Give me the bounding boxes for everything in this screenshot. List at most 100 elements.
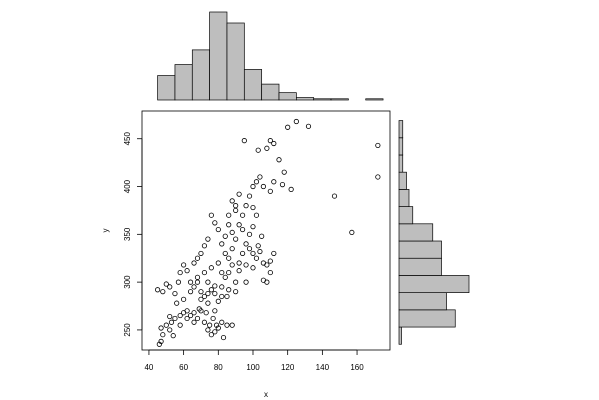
- point: [175, 279, 182, 285]
- histogram-bar: [398, 275, 470, 293]
- point: [222, 274, 228, 280]
- point: [375, 142, 381, 149]
- point: [155, 287, 161, 293]
- point: [239, 226, 246, 233]
- point: [201, 269, 208, 276]
- point: [226, 269, 232, 276]
- y-tick-label: 450: [123, 132, 132, 146]
- histogram-bar: [313, 98, 332, 101]
- histogram-bar: [330, 98, 349, 101]
- point: [215, 260, 221, 266]
- point: [194, 255, 201, 261]
- point: [198, 289, 204, 295]
- point: [219, 293, 225, 300]
- histogram-bar: [157, 75, 176, 101]
- point: [253, 255, 260, 261]
- point: [177, 312, 183, 319]
- point: [260, 277, 266, 283]
- point: [203, 310, 209, 316]
- point: [219, 319, 225, 325]
- point: [239, 250, 246, 257]
- point: [172, 290, 178, 297]
- histogram-bar: [398, 223, 434, 242]
- point: [215, 226, 221, 233]
- point: [253, 179, 260, 185]
- histogram-bar: [365, 98, 384, 101]
- point: [257, 248, 263, 255]
- point: [158, 338, 164, 344]
- point: [250, 183, 256, 190]
- histogram-bar: [398, 189, 410, 207]
- point: [187, 279, 194, 285]
- point: [215, 325, 221, 331]
- point: [236, 268, 242, 274]
- x-tick-label: 80: [214, 363, 223, 372]
- point: [267, 138, 273, 144]
- histogram-bar: [398, 171, 407, 190]
- point: [229, 322, 235, 328]
- point: [212, 220, 218, 226]
- point: [191, 310, 197, 316]
- point: [220, 334, 227, 341]
- point: [236, 191, 242, 197]
- point: [305, 123, 312, 129]
- point: [208, 212, 214, 218]
- point: [349, 229, 355, 236]
- point: [198, 250, 204, 257]
- point: [174, 300, 180, 306]
- point: [201, 243, 208, 249]
- point: [375, 174, 381, 180]
- histogram-bar: [398, 309, 456, 328]
- point: [293, 118, 299, 125]
- point: [201, 319, 208, 325]
- point: [267, 188, 273, 194]
- point: [246, 193, 253, 199]
- point: [260, 183, 266, 190]
- point: [201, 293, 208, 300]
- x-tick-label: 60: [179, 363, 188, 372]
- point: [205, 279, 211, 285]
- point: [167, 313, 173, 320]
- point: [212, 308, 218, 314]
- point: [250, 204, 256, 211]
- point: [246, 246, 253, 252]
- point: [259, 233, 265, 239]
- point: [196, 306, 202, 312]
- point: [246, 231, 253, 237]
- point: [187, 312, 194, 319]
- point: [236, 222, 242, 228]
- point: [212, 329, 218, 335]
- point: [229, 262, 235, 268]
- histogram-bar: [398, 120, 404, 139]
- histogram-bar: [398, 326, 402, 345]
- point: [253, 212, 260, 218]
- point: [163, 322, 169, 328]
- point: [187, 289, 194, 295]
- point: [207, 322, 213, 328]
- point: [184, 308, 190, 314]
- point: [255, 147, 261, 153]
- y-tick-label: 300: [123, 275, 132, 289]
- point: [233, 236, 239, 242]
- point: [194, 279, 201, 285]
- histogram-bar: [398, 154, 404, 173]
- point: [212, 283, 218, 289]
- point: [281, 169, 287, 175]
- point: [222, 233, 228, 239]
- point: [184, 315, 190, 322]
- point: [226, 212, 232, 218]
- point: [205, 300, 211, 306]
- point: [331, 193, 338, 199]
- point: [271, 250, 277, 257]
- point: [191, 260, 197, 266]
- y-tick-label: 400: [123, 179, 132, 193]
- point: [257, 174, 263, 180]
- point: [233, 289, 239, 295]
- point: [229, 229, 235, 236]
- point: [205, 290, 211, 297]
- point: [177, 269, 183, 276]
- point: [168, 319, 175, 325]
- histogram-bar: [295, 97, 315, 101]
- point: [163, 281, 169, 287]
